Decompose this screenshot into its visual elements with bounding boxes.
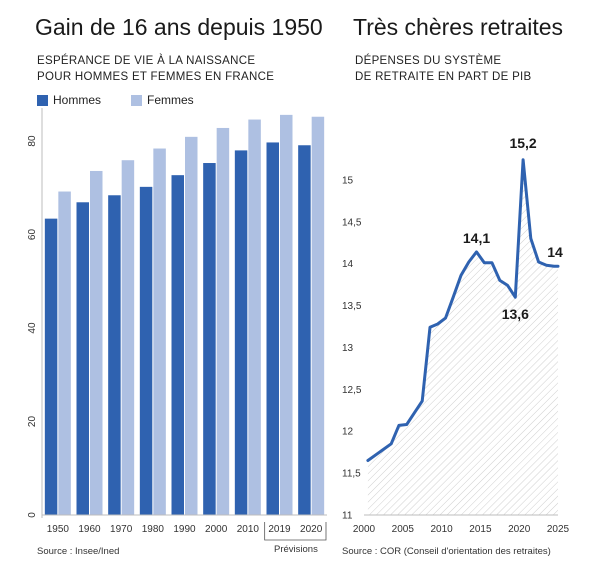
bar-y-tick-label: 60 bbox=[27, 229, 38, 241]
line-x-tick-label: 2000 bbox=[353, 524, 376, 535]
bar-femmes-2000 bbox=[216, 127, 230, 516]
legend-item-femmes: Femmes bbox=[131, 93, 194, 107]
bar-hommes-2000 bbox=[203, 163, 216, 515]
legend-item-hommes: Hommes bbox=[37, 93, 101, 107]
bar-x-tick-label: 1970 bbox=[110, 524, 133, 535]
bar-femmes-1950 bbox=[58, 191, 71, 516]
line-x-tick-label: 2025 bbox=[547, 524, 570, 535]
bar-femmes-2020 bbox=[311, 116, 325, 515]
bar-hommes-2010 bbox=[234, 150, 248, 515]
left-source: Source : Insee/Ined bbox=[37, 546, 120, 557]
right-subtitle-line-2: DE RETRAITE EN PART DE PIB bbox=[355, 71, 532, 83]
line-x-tick-label: 2010 bbox=[430, 524, 453, 535]
bar-x-tick-label: 2010 bbox=[237, 524, 260, 535]
line-series bbox=[366, 158, 560, 462]
bar-hommes-2020 bbox=[298, 145, 311, 516]
line-data-label: 14,1 bbox=[463, 230, 490, 246]
legend-swatch-hommes bbox=[37, 94, 48, 106]
bar-x-tick-label: 2020 bbox=[300, 524, 323, 535]
bar-femmes-2019 bbox=[280, 114, 293, 516]
bar-femmes-1990 bbox=[185, 136, 198, 515]
bar-hommes-1950 bbox=[44, 218, 58, 516]
left-chart-title: Gain de 16 ans depuis 1950 bbox=[35, 14, 323, 40]
line-y-tick-label: 12 bbox=[342, 427, 354, 438]
right-source: Source : COR (Conseil d'orientation des … bbox=[342, 546, 551, 557]
bar-hommes-1960 bbox=[76, 202, 89, 515]
left-subtitle-line-1: ESPÉRANCE DE VIE À LA NAISSANCE bbox=[37, 55, 256, 67]
bar-x-tick-label: 1950 bbox=[47, 524, 70, 535]
bar-x-tick-label: 1990 bbox=[173, 524, 196, 535]
bar-y-tick-label: 20 bbox=[27, 416, 38, 428]
bar-femmes-1960 bbox=[90, 170, 103, 516]
bar-x-tick-label: 2000 bbox=[205, 524, 228, 535]
line-x-tick-label: 2015 bbox=[469, 524, 492, 535]
line-y-tick-label: 13,5 bbox=[342, 301, 362, 312]
legend-label-femmes: Femmes bbox=[147, 93, 194, 107]
line-y-tick-label: 14 bbox=[342, 259, 354, 270]
left-chart-subtitle: ESPÉRANCE DE VIE À LA NAISSANCE POUR HOM… bbox=[37, 53, 274, 85]
line-data-label: 15,2 bbox=[509, 135, 536, 151]
bar-x-tick-label: 1960 bbox=[78, 524, 101, 535]
legend-swatch-femmes bbox=[131, 94, 143, 106]
bar-chart: 0 20 40 60 80 1950 1960 1970 1980 1990 2000 2010 201… bbox=[27, 108, 327, 541]
bar-hommes-1990 bbox=[171, 175, 184, 515]
line-data-label: 13,6 bbox=[502, 306, 529, 322]
right-chart-title: Très chères retraites bbox=[353, 14, 564, 40]
right-chart-subtitle: DÉPENSES DU SYSTÈME DE RETRAITE EN PART … bbox=[355, 53, 532, 85]
line-x-tick-label: 2020 bbox=[508, 524, 531, 535]
forecast-note: Prévisions bbox=[274, 544, 318, 555]
bar-x-tick-label: 1980 bbox=[142, 524, 165, 535]
bar-hommes-1970 bbox=[108, 195, 121, 515]
bar-y-tick-label: 80 bbox=[27, 135, 38, 147]
forecast-bracket bbox=[264, 522, 327, 541]
bar-hommes-1980 bbox=[139, 186, 153, 515]
line-y-tick-label: 13 bbox=[342, 343, 354, 354]
bar-femmes-2010 bbox=[248, 119, 261, 515]
legend-label-hommes: Hommes bbox=[53, 93, 102, 107]
bar-femmes-1970 bbox=[121, 160, 135, 516]
right-subtitle-line-1: DÉPENSES DU SYSTÈME bbox=[355, 55, 502, 67]
line-data-label: 14 bbox=[547, 244, 563, 260]
bar-femmes-1980 bbox=[153, 148, 166, 515]
line-x-tick-label: 2005 bbox=[392, 524, 415, 535]
line-y-tick-label: 11,5 bbox=[342, 469, 361, 480]
line-chart: 11 11,5 12 12,5 13 13,5 14 14,5 15 2000 2005 2010 20… bbox=[342, 135, 570, 535]
bar-y-tick-label: 40 bbox=[27, 322, 38, 334]
line-y-tick-label: 15 bbox=[342, 175, 354, 186]
line-area-hatch bbox=[367, 159, 558, 516]
bar-hommes-2019 bbox=[266, 142, 279, 515]
line-y-tick-label: 14,5 bbox=[342, 217, 362, 228]
bar-legend: Hommes Femmes bbox=[37, 93, 224, 107]
bar-x-tick-label: 2019 bbox=[268, 524, 291, 535]
left-subtitle-line-2: POUR HOMMES ET FEMMES EN FRANCE bbox=[37, 71, 275, 83]
bar-y-tick-label: 0 bbox=[27, 512, 38, 518]
line-y-tick-label: 12,5 bbox=[342, 385, 362, 396]
line-y-tick-label: 11 bbox=[342, 511, 353, 522]
